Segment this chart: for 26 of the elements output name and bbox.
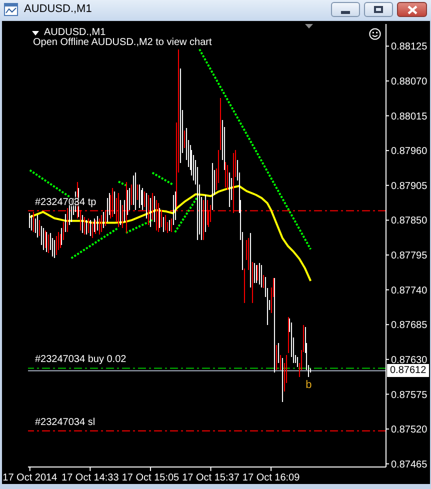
y-tick-label: 0.88015 <box>391 111 428 122</box>
y-tick-label: 0.87465 <box>391 459 428 470</box>
y-tick-label: 0.87905 <box>391 180 428 192</box>
x-tick-label: 17 Oct 16:09 <box>242 472 300 484</box>
x-tick-label: 17 Oct 15:37 <box>182 472 240 484</box>
chart-title: AUDUSD.,M1 <box>24 3 92 15</box>
chart-title: AUDUSD.,M1 <box>44 27 106 38</box>
y-tick-label: 0.87630 <box>391 354 428 366</box>
ref-line-label: 0.87612 <box>387 364 429 377</box>
x-tick-label: 17 Oct 14:33 <box>62 472 120 484</box>
y-tick-label: 0.87960 <box>391 146 428 158</box>
line-series <box>28 185 312 282</box>
y-tick-label: 0.87795 <box>391 250 428 262</box>
y-tick-label: 0.87850 <box>391 216 428 227</box>
y-tick-label: 0.87740 <box>391 285 428 296</box>
x-tick-label: 17 Oct 15:05 <box>122 472 180 484</box>
ref-line-label: #23247034 buy 0.02 <box>35 354 126 366</box>
y-tick-label: 0.87520 <box>391 424 428 436</box>
y-tick-label: 0.87575 <box>391 390 428 401</box>
y-tick-label: 0.87685 <box>391 320 428 332</box>
annotation: b <box>306 379 312 392</box>
y-tick-label: 0.88125 <box>391 42 428 53</box>
y-tick-label: 0.88070 <box>391 76 428 88</box>
ref-line-label: #23247034 sl <box>35 416 96 429</box>
text: Open Offline AUDUSD.,M2 to view chart <box>33 37 212 49</box>
x-tick-label: 17 Oct 2014 <box>2 472 58 484</box>
